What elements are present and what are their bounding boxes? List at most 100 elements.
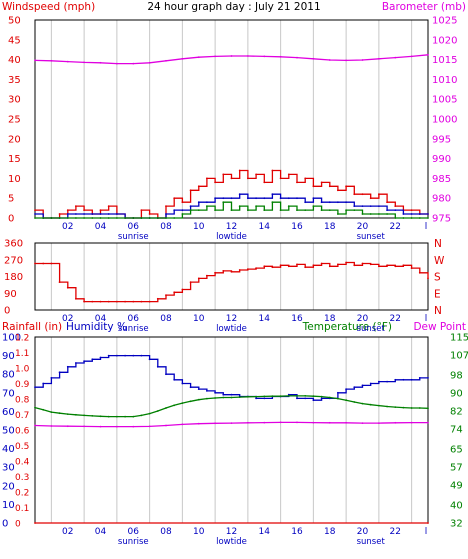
wind_speed-line-point <box>337 213 339 215</box>
humidity-line-point <box>320 397 323 400</box>
barometer-line-point <box>197 56 200 59</box>
hour-tick-label: 06 <box>128 222 140 232</box>
temperature-line-point <box>394 406 397 408</box>
wind_dir-line-point <box>156 297 159 300</box>
temperature-line-point <box>173 404 176 407</box>
wind_speed-line-point <box>83 217 85 219</box>
wind_avg-line-point <box>116 213 118 215</box>
y-tick-label: 40 <box>8 55 21 66</box>
wind_avg-line-point <box>91 213 94 215</box>
wind_speed-line-point <box>287 205 290 208</box>
wind_dir-line-point <box>189 281 192 283</box>
y-tick-label: 45 <box>8 35 21 46</box>
wind_gust-line-point <box>206 177 208 180</box>
temperature-line-point <box>320 395 323 398</box>
humidity-line-point <box>312 399 315 402</box>
wind_speed-line-point <box>255 205 257 208</box>
wind_avg-line-point <box>99 213 102 215</box>
temperature-line-point <box>247 395 249 398</box>
wind_speed-line-point <box>148 217 151 219</box>
wind_dir-line-point <box>427 277 429 280</box>
wind_gust-line-point <box>140 209 143 212</box>
windspeed-axis-label: Windspeed (mph) <box>2 1 95 13</box>
temperature-line-point <box>140 414 143 417</box>
dewpoint-line-point <box>66 425 69 428</box>
humidity-line-point <box>255 397 257 400</box>
temperature-line-point <box>230 396 233 399</box>
hour-tick-label: 12 <box>226 314 237 324</box>
humidity-line-point <box>140 354 143 357</box>
y-tick-label-right: 980 <box>432 194 451 205</box>
hour-tick-label: 06 <box>128 527 140 537</box>
humidity-line-point <box>42 382 45 385</box>
barometer-line-point <box>410 55 413 58</box>
wind_speed-line-point <box>230 209 233 212</box>
wind_avg-line-point <box>312 197 315 200</box>
wind_avg-line-point <box>214 197 217 200</box>
wind_speed-line-point <box>124 217 126 219</box>
wind_speed-line-point <box>320 209 323 212</box>
wind_avg-line-point <box>230 197 233 200</box>
wind_dir-line-point <box>279 264 282 267</box>
wind_speed-line-point <box>91 217 94 219</box>
humidity-tick-label: 40 <box>2 444 15 455</box>
rain-tick-label: 0.9 <box>15 380 30 390</box>
wind_avg-line-point <box>378 205 380 208</box>
dewpoint-line-point <box>50 425 53 427</box>
wind_dir-line-point <box>369 263 372 266</box>
wind_gust-line-point <box>99 209 102 212</box>
barometer-line-point <box>394 56 397 59</box>
event-label-lowtide: lowtide <box>216 324 247 334</box>
wind_dir-line-point <box>50 262 53 265</box>
temperature-line-point <box>156 410 159 412</box>
temperature-line-point <box>189 400 192 403</box>
hour-tick-label: 14 <box>259 222 271 232</box>
dewpoint-line-point <box>181 423 184 426</box>
temperature-line-point <box>337 397 339 400</box>
wind_avg-line-point <box>410 213 413 215</box>
wind_gust-line-point <box>173 197 176 200</box>
hour-tick-label: 16 <box>291 222 303 232</box>
wind_gust-line-point <box>271 169 274 172</box>
y-tick-label: 270 <box>4 255 23 266</box>
y-tick-label: 90 <box>4 289 17 300</box>
wind_dir-line-point <box>304 266 307 269</box>
wind_speed-line-point <box>328 209 331 212</box>
rain-tick-label: 0.6 <box>15 427 30 437</box>
wind_avg-line-point <box>206 201 208 204</box>
barometer-line-point <box>328 59 331 61</box>
wind_speed-line-point <box>116 217 118 219</box>
y-tick-label: 0 <box>8 214 14 225</box>
barometer-line-point <box>230 55 233 57</box>
y-tick-label-right: 1000 <box>432 115 457 126</box>
wind_avg-line-point <box>255 197 257 200</box>
wind_gust-line-point <box>369 197 372 200</box>
humidity-tick-label: 90 <box>2 351 15 362</box>
plot-area <box>35 243 428 310</box>
wind_dir-line-point <box>255 267 257 269</box>
dewpoint-line-point <box>230 422 233 424</box>
barometer-line-point <box>345 59 347 62</box>
wind_avg-line-point <box>107 213 110 215</box>
wind_speed-line-point <box>75 217 77 219</box>
wind_dir-line-point <box>312 264 315 267</box>
y-tick-label: 35 <box>8 75 21 86</box>
humidity-tick-label: 30 <box>2 463 15 474</box>
humidity-tick-label: 20 <box>2 481 15 492</box>
dewpoint-line-point <box>345 421 347 424</box>
temperature-line-point <box>255 395 257 398</box>
wind_gust-line-point <box>263 181 266 184</box>
wind_avg-line-point <box>304 201 307 204</box>
temperature-line-point <box>197 398 200 401</box>
wind_speed-line-point <box>394 217 397 219</box>
wind_gust-line-point <box>337 189 339 192</box>
rainfall-line-point <box>34 522 36 524</box>
wind_dir-line-point <box>410 267 413 269</box>
wind_gust-line-point <box>197 185 200 188</box>
humidity-line-point <box>99 356 102 359</box>
humidity-line-point <box>427 377 429 379</box>
wind_dir-line-point <box>91 300 94 303</box>
hour-tick-label: 06 <box>128 314 140 324</box>
wind_avg-line-point <box>83 213 85 215</box>
dewpoint-line-point <box>394 421 397 424</box>
